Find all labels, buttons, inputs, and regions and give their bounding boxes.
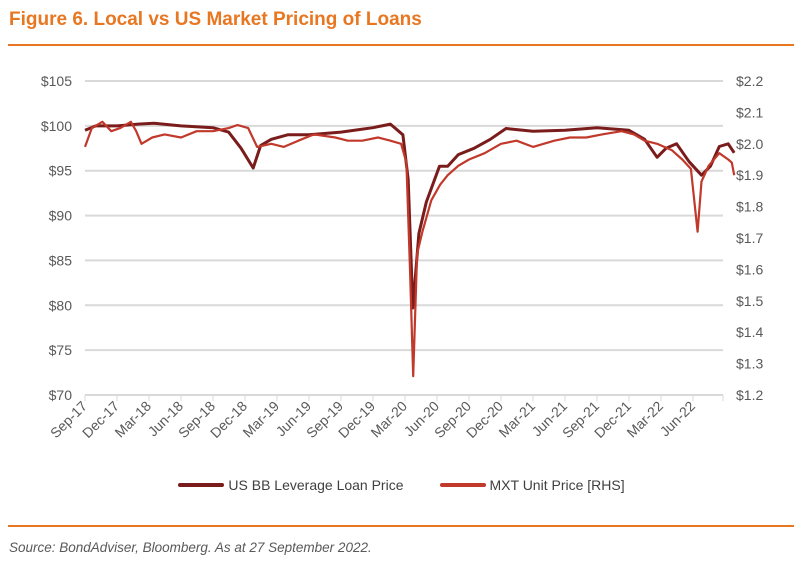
- y-left-tick-label: $105: [41, 73, 72, 89]
- legend-item-mxt: MXT Unit Price [RHS]: [439, 477, 625, 493]
- series-line-mxt-unit-price: [83, 120, 736, 378]
- legend-item-us-bb: US BB Leverage Loan Price: [178, 477, 404, 493]
- bottom-divider: [8, 525, 794, 527]
- y-left-tick-label: $80: [49, 297, 73, 313]
- legend: US BB Leverage Loan Price MXT Unit Price…: [0, 477, 803, 493]
- x-tick-label: Jun-22: [657, 398, 699, 440]
- x-tick-label: Mar-21: [495, 398, 538, 441]
- legend-swatch: [178, 483, 225, 487]
- line-chart: $70 $75 $80 $85 $90 $95 $100 $105 $1.2 $1.3 $1.4 $1…: [41, 73, 764, 441]
- y-left-tick-label: $75: [49, 342, 73, 358]
- y-right-tick-label: $1.8: [736, 199, 763, 215]
- y-left-tick-label: $70: [49, 387, 73, 403]
- y-right-tick-label: $2.2: [736, 73, 763, 89]
- x-tick-label: Mar-18: [111, 398, 154, 441]
- y-right-tick-label: $1.3: [736, 356, 763, 372]
- y-right-tick-label: $2.1: [736, 104, 763, 120]
- legend-label: MXT Unit Price [RHS]: [489, 477, 625, 493]
- y-right-tick-label: $1.7: [736, 230, 763, 246]
- y-right-tick-label: $1.6: [736, 261, 763, 277]
- y-right-tick-label: $1.4: [736, 324, 763, 340]
- x-tick-label: Mar-20: [367, 398, 410, 441]
- y-left-tick-label: $90: [49, 208, 73, 224]
- y-left-tick-label: $100: [41, 118, 72, 134]
- x-tick-label: Mar-19: [239, 398, 282, 441]
- y-left-tick-label: $95: [49, 163, 73, 179]
- y-right-tick-label: $1.2: [736, 387, 763, 403]
- y-right-tick-label: $1.5: [736, 293, 763, 309]
- figure-title: Figure 6. Local vs US Market Pricing of …: [9, 9, 422, 30]
- legend-swatch: [439, 483, 486, 487]
- y-right-tick-label: $2.0: [736, 136, 763, 152]
- source-note: Source: BondAdviser, Bloomberg. As at 27…: [9, 540, 372, 555]
- x-tick-label: Mar-22: [623, 398, 666, 441]
- top-divider: [8, 44, 794, 46]
- y-right-tick-label: $1.9: [736, 167, 763, 183]
- y-left-tick-label: $85: [49, 252, 73, 268]
- legend-label: US BB Leverage Loan Price: [228, 477, 404, 493]
